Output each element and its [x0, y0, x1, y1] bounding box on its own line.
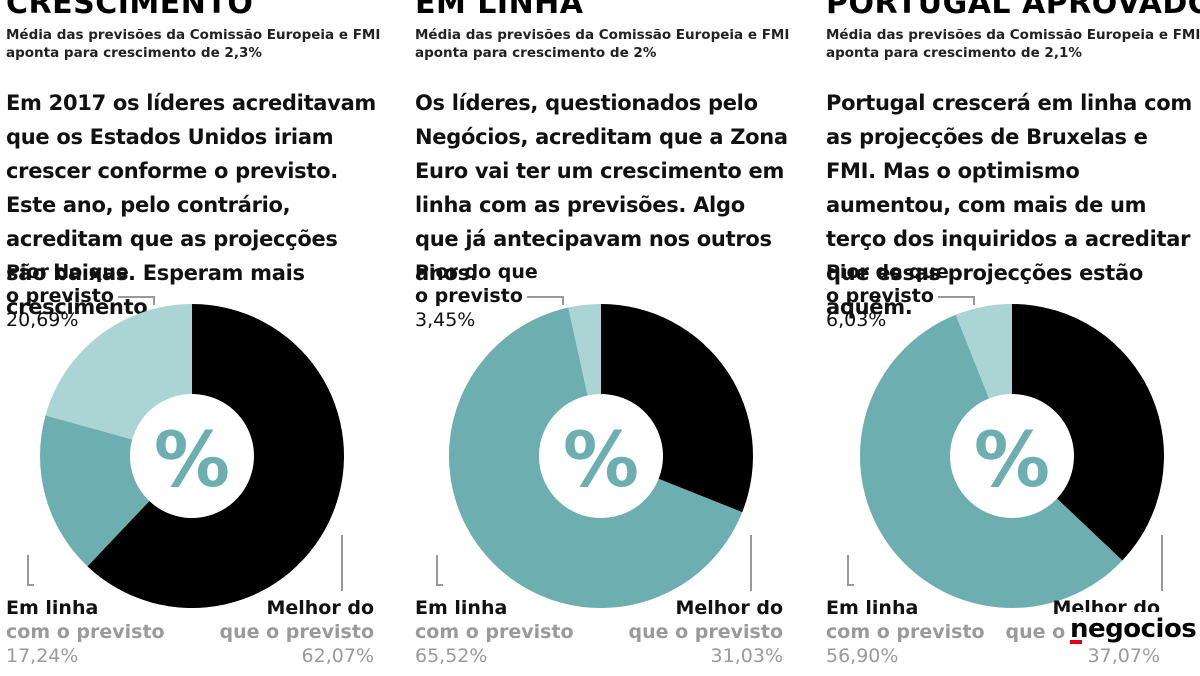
label-em-linha-line2: com o previsto: [826, 621, 985, 643]
negocios-logo: negocios: [1066, 612, 1200, 646]
leader-line: [847, 555, 854, 586]
label-pior: Pior do que o previsto 20,69%: [6, 260, 129, 332]
leader-line: [27, 555, 34, 586]
panel-eurozone: EM LINHA Média das previsões da Comissão…: [415, 0, 795, 676]
slice-pior: [955, 304, 1012, 399]
label-em-linha: Em linha com o previsto 65,52%: [415, 596, 574, 668]
logo-red-bar: [1070, 640, 1082, 644]
label-em-linha: Em linha com o previsto 56,90%: [826, 596, 985, 668]
panel-portugal: PORTUGAL APROVADO Média das previsões da…: [826, 0, 1200, 676]
slice-melhor: [1012, 304, 1164, 561]
slice-melhor: [601, 304, 753, 513]
label-pior-line1: Pior do que: [826, 261, 949, 283]
label-pior-line2: o previsto: [6, 285, 114, 307]
slice-em-linha: [40, 415, 150, 567]
label-melhor-line1: Melhor do: [675, 597, 783, 619]
label-em-linha-value: 56,90%: [826, 645, 899, 667]
panel-title: EM LINHA: [415, 0, 584, 21]
label-melhor-value: 37,07%: [1087, 645, 1160, 667]
leader-line: [436, 555, 443, 586]
panel-subtitle: Média das previsões da Comissão Europeia…: [6, 27, 381, 61]
donut-chart: %: [847, 296, 1164, 608]
donut-chart: %: [436, 296, 753, 608]
label-pior-line1: Pior do que: [6, 261, 129, 283]
center-percent-symbol: %: [974, 415, 1050, 504]
panel-body: Em 2017 os líderes acreditavam que os Es…: [6, 91, 377, 319]
label-em-linha-line1: Em linha: [415, 597, 508, 619]
slice-melhor: [87, 304, 344, 608]
panel-usa: CRESCIMENTO Média das previsões da Comis…: [6, 0, 386, 676]
label-pior: Pior do que o previsto 3,45%: [415, 260, 538, 332]
center-percent-symbol: %: [154, 415, 230, 504]
label-pior-line1: Pior do que: [415, 261, 538, 283]
panel-body: Os líderes, questionados pelo Negócios, …: [415, 91, 788, 285]
slice-em-linha: [449, 307, 743, 608]
label-em-linha-line2: com o previsto: [415, 621, 574, 643]
label-melhor-line2: que o previsto: [628, 621, 784, 643]
center-percent-symbol: %: [563, 415, 639, 504]
label-pior: Pior do que o previsto 6,03%: [826, 260, 949, 332]
leader-line: [118, 296, 155, 305]
label-melhor-line2: que o previsto: [219, 621, 375, 643]
label-pior-line2: o previsto: [415, 285, 523, 307]
donut-chart: %: [27, 296, 344, 608]
label-melhor: Melhor do que o previsto 31,03%: [629, 596, 784, 668]
label-em-linha: Em linha com o previsto 17,24%: [6, 596, 165, 668]
label-pior-value: 20,69%: [6, 309, 79, 331]
slice-em-linha: [859, 314, 1123, 608]
label-em-linha-value: 65,52%: [415, 645, 488, 667]
label-melhor-line1: Melhor do: [266, 597, 374, 619]
label-melhor: Melhor do que o previsto 62,07%: [220, 596, 375, 668]
panel-subtitle: Média das previsões da Comissão Europeia…: [826, 27, 1200, 61]
panel-body: Portugal crescerá em linha com as projec…: [826, 91, 1192, 319]
panel-title: PORTUGAL APROVADO: [826, 0, 1200, 21]
leader-line: [938, 296, 975, 305]
panel-title: CRESCIMENTO: [6, 0, 254, 21]
label-melhor-value: 62,07%: [301, 645, 374, 667]
label-pior-value: 3,45%: [415, 309, 476, 331]
label-em-linha-value: 17,24%: [6, 645, 79, 667]
leader-line: [527, 296, 564, 305]
slice-pior: [568, 304, 601, 396]
label-em-linha-line1: Em linha: [826, 597, 919, 619]
logo-text: negocios: [1070, 614, 1197, 644]
label-pior-line2: o previsto: [826, 285, 934, 307]
label-pior-value: 6,03%: [826, 309, 887, 331]
label-em-linha-line2: com o previsto: [6, 621, 165, 643]
panel-subtitle: Média das previsões da Comissão Europeia…: [415, 27, 790, 61]
label-melhor-value: 31,03%: [710, 645, 783, 667]
slice-pior: [45, 304, 192, 440]
label-em-linha-line1: Em linha: [6, 597, 99, 619]
